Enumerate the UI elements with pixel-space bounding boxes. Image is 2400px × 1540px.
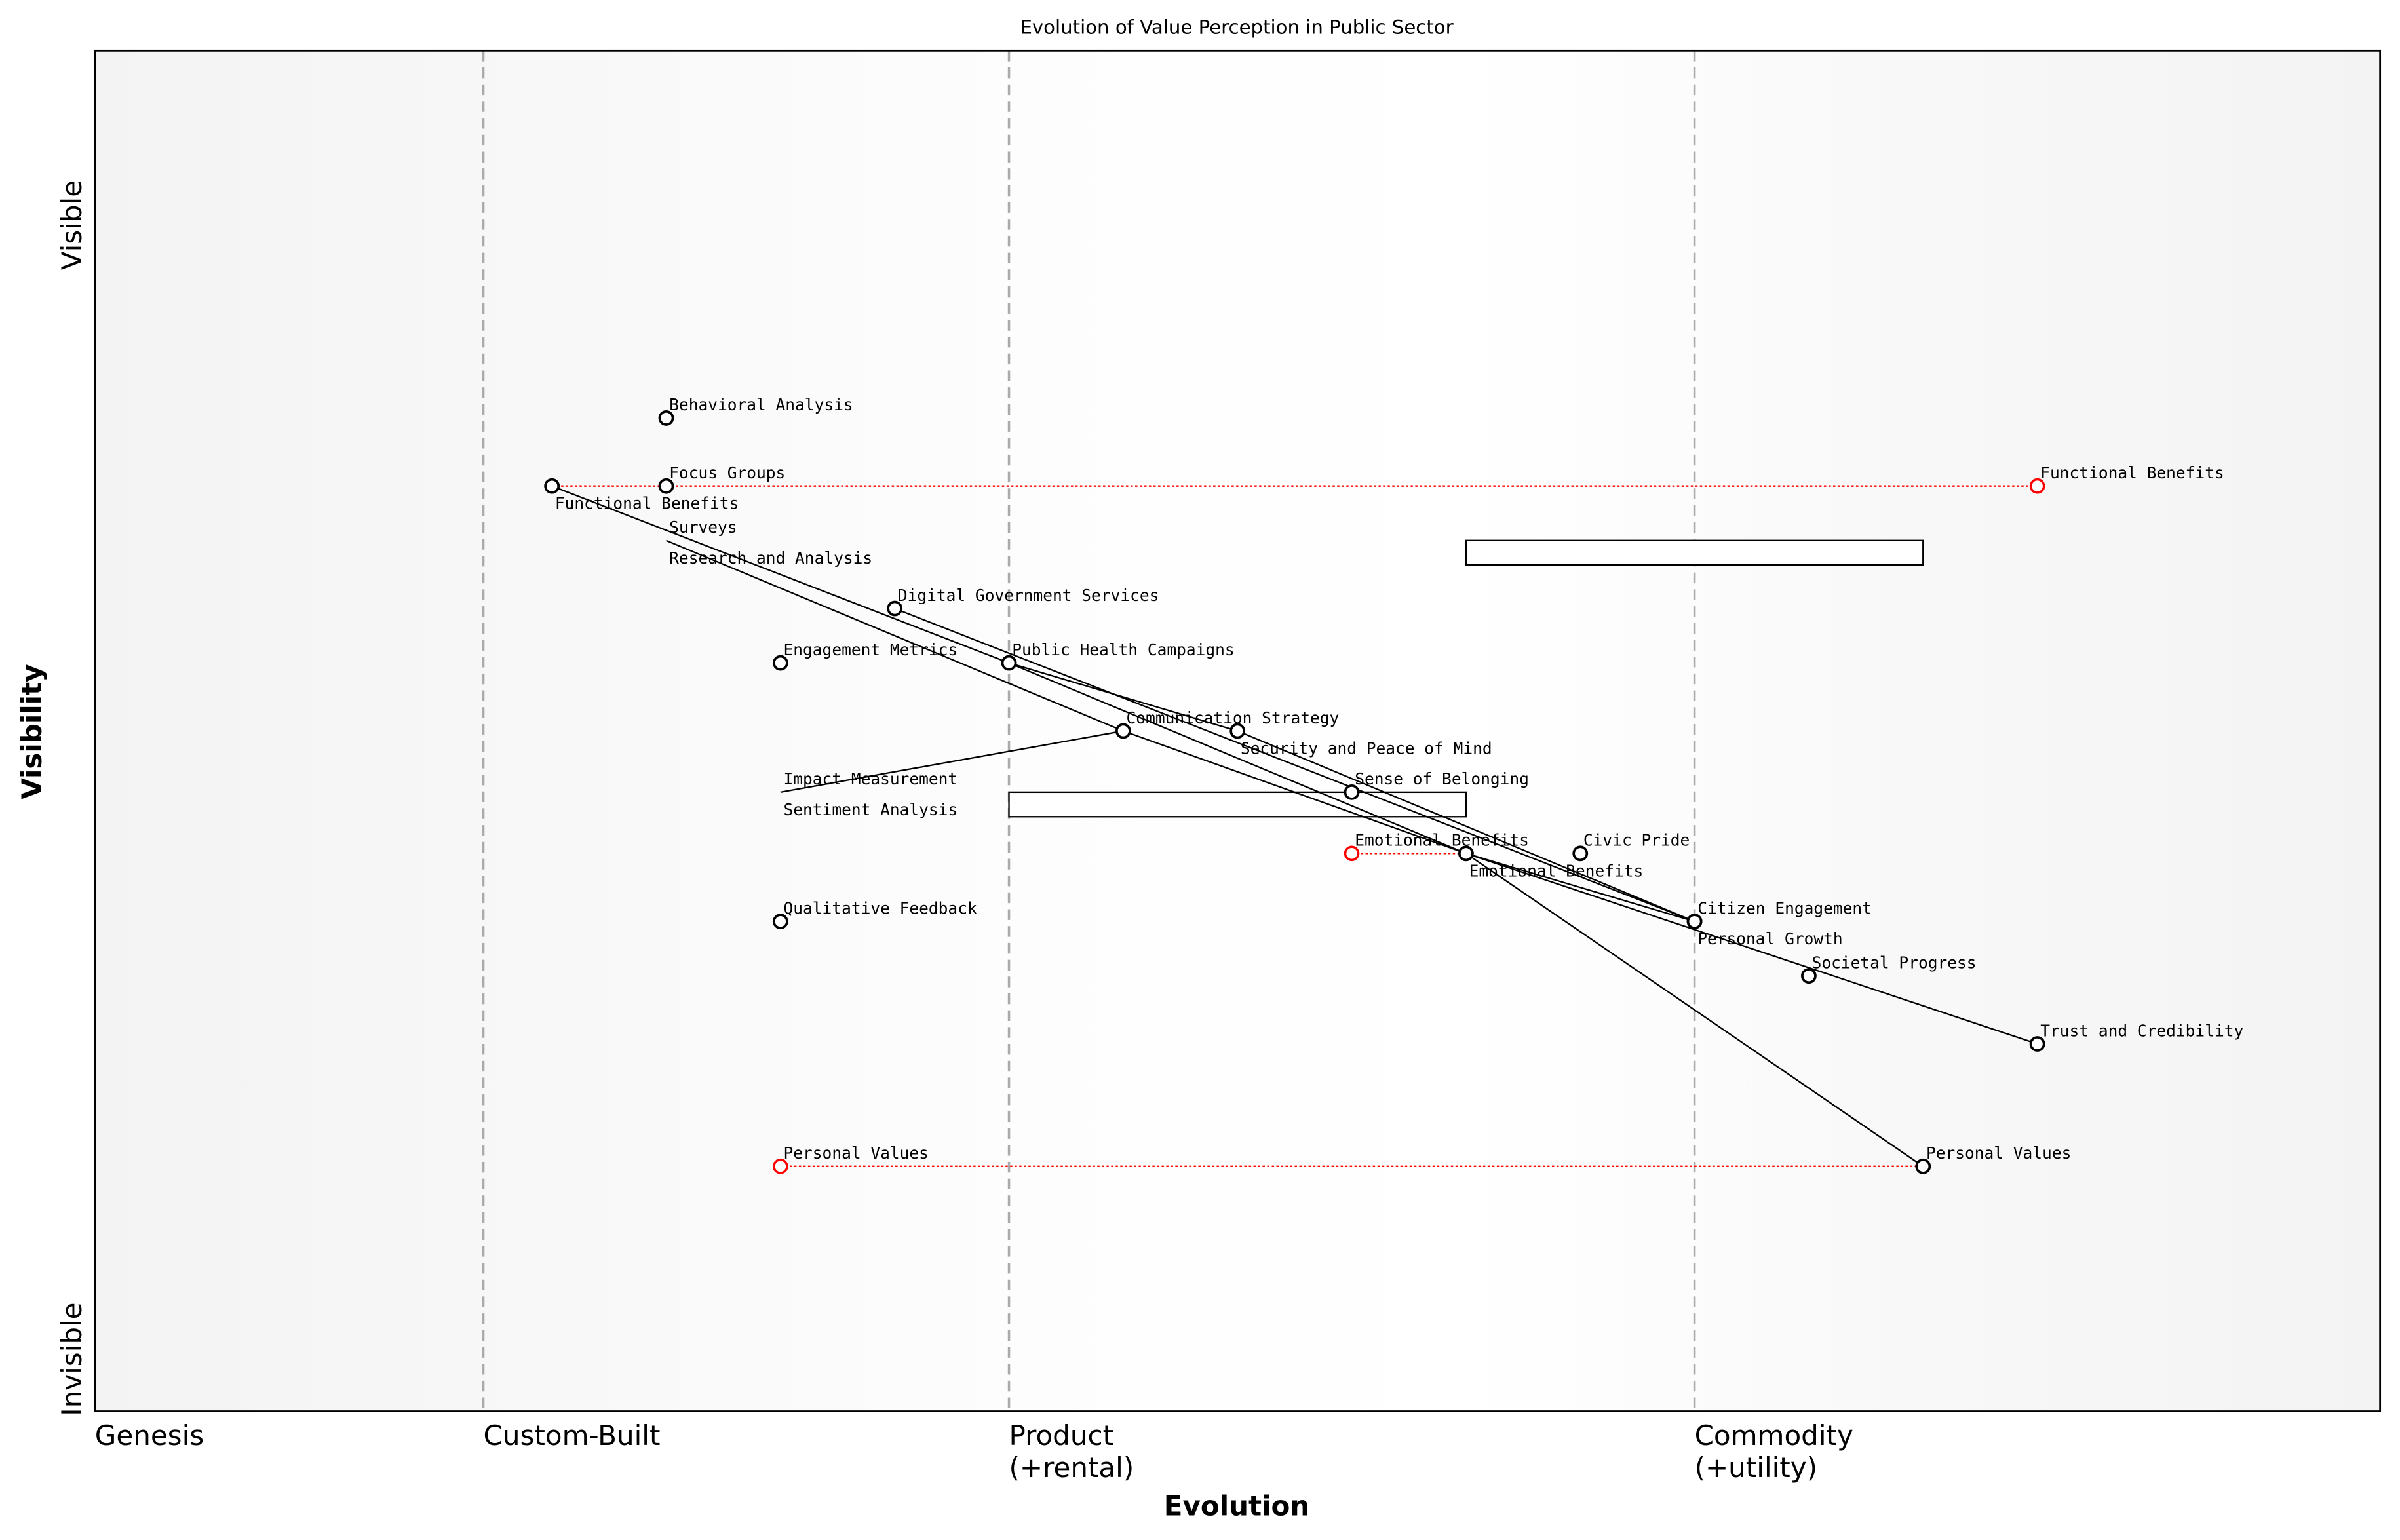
pipeline-box (1465, 539, 1924, 566)
x-axis-title: Evolution (1164, 1490, 1310, 1522)
component-label: Civic Pride (1583, 831, 1690, 850)
link-line (1009, 662, 1467, 855)
component-label: Digital Government Services (898, 586, 1159, 605)
component-label: Behavioral Analysis (669, 395, 853, 414)
component-label: Personal Values (1926, 1144, 2071, 1163)
evolve-marker (773, 1159, 788, 1174)
component-label: Public Health Campaigns (1012, 640, 1234, 659)
component-label: Trust and Credibility (2040, 1021, 2243, 1040)
evolve-marker (1344, 845, 1360, 862)
component-label: Functional Benefits (555, 494, 739, 513)
stage-label: Commodity (1695, 1419, 1853, 1452)
evolve-label: Emotional Benefits (1355, 831, 1529, 850)
link-line (1465, 853, 2038, 1045)
component-marker (1686, 914, 1703, 930)
component-marker (1229, 723, 1246, 739)
component-marker (1001, 655, 1017, 671)
link-line (1465, 853, 1924, 1167)
component-label: Engagement Metrics (784, 640, 958, 659)
evolve-label: Personal Values (784, 1144, 929, 1163)
component-marker (1801, 968, 1817, 984)
component-label: Citizen Engagement (1697, 898, 1872, 917)
y-tick-visible: Visible (56, 180, 88, 270)
link-line (1465, 853, 1695, 923)
y-axis-title: Visibility (16, 664, 48, 799)
component-marker (1115, 723, 1131, 739)
link-line (666, 539, 1124, 732)
chart-title: Evolution of Value Perception in Public … (1020, 16, 1453, 39)
stage-label: Genesis (95, 1419, 204, 1452)
component-label: Personal Growth (1697, 929, 1842, 948)
component-marker (1458, 845, 1474, 862)
component-label: Qualitative Feedback (784, 898, 977, 917)
component-label: Focus Groups (669, 463, 785, 482)
component-label: Security and Peace of Mind (1241, 739, 1492, 758)
component-marker (1572, 845, 1589, 862)
component-marker (2029, 1036, 2045, 1052)
link-line (780, 730, 1124, 794)
component-label: Sentiment Analysis (784, 800, 958, 819)
pipeline-box (1008, 791, 1467, 818)
stage-label: Custom-Built (484, 1419, 661, 1452)
component-label: Emotional Benefits (1469, 861, 1644, 880)
component-label: Communication Strategy (1127, 708, 1340, 727)
component-marker (772, 655, 788, 671)
y-tick-invisible: Invisible (56, 1302, 88, 1415)
component-marker (1915, 1158, 1931, 1174)
link-line (1123, 730, 1467, 855)
link-line (1237, 730, 1695, 923)
component-label: Sense of Belonging (1355, 769, 1529, 788)
stage-sublabel: (+rental) (1009, 1452, 1134, 1484)
evolve-marker (2029, 478, 2045, 494)
link-line (551, 485, 1009, 664)
stage-label: Product (1009, 1419, 1114, 1452)
component-label: Research and Analysis (669, 549, 872, 568)
component-marker (658, 478, 674, 494)
component-marker (658, 410, 674, 426)
component-label: Impact Measurement (784, 769, 958, 788)
link-line (1009, 662, 1238, 732)
component-label: Societal Progress (1812, 953, 1977, 972)
component-marker (772, 914, 788, 930)
stage-sublabel: (+utility) (1695, 1452, 1817, 1484)
component-marker (544, 478, 560, 494)
plot-frame (94, 49, 2382, 1412)
component-marker (1344, 784, 1360, 800)
link-line (894, 607, 1695, 923)
component-label: Surveys (669, 518, 737, 537)
evolve-label: Functional Benefits (2040, 463, 2224, 482)
component-marker (887, 600, 903, 617)
